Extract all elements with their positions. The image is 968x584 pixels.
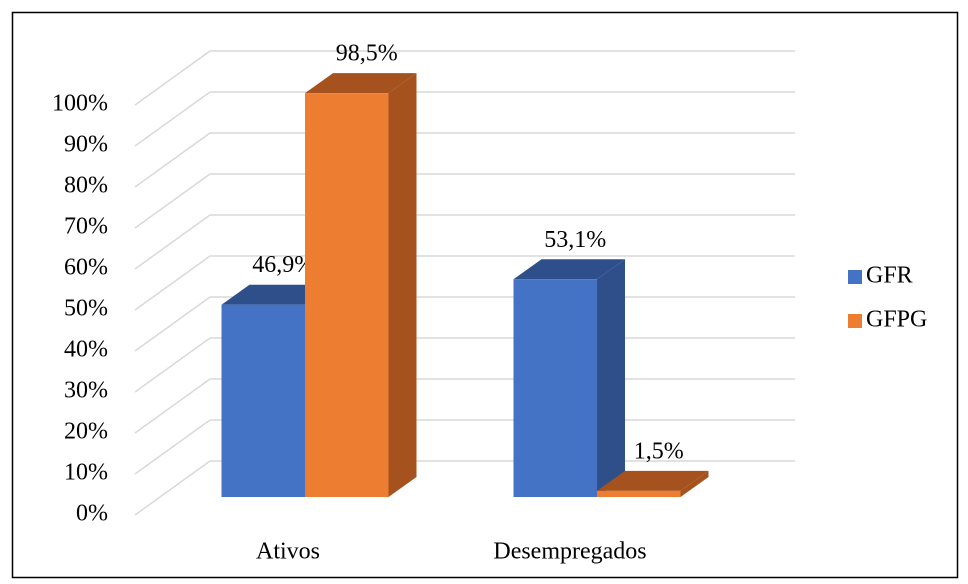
y-tick-label: 100% <box>52 91 108 117</box>
bar-side <box>680 470 709 497</box>
y-tick-label: 90% <box>64 132 108 158</box>
grid-line <box>134 378 211 434</box>
y-tick-label: 0% <box>76 501 108 527</box>
grid-line <box>134 91 211 147</box>
bar <box>221 304 305 497</box>
legend-swatch <box>848 270 862 284</box>
y-tick-label: 40% <box>64 337 108 363</box>
x-tick-label: Ativos <box>256 539 320 565</box>
data-label: 53,1% <box>544 227 606 253</box>
grid-line <box>134 173 211 229</box>
y-tick-label: 20% <box>64 419 108 445</box>
y-tick-label: 60% <box>64 255 108 281</box>
bar-top <box>597 470 709 491</box>
legend-swatch <box>848 314 862 328</box>
grid-line <box>134 460 211 516</box>
bar <box>513 279 597 497</box>
grid-line <box>134 419 211 475</box>
grid-line <box>134 255 211 311</box>
bar <box>305 93 389 498</box>
bar <box>597 490 681 497</box>
bar-top <box>305 73 417 94</box>
x-tick-label: Desempregados <box>493 539 646 565</box>
bar-side <box>388 73 417 498</box>
chart-border <box>11 11 959 579</box>
grid-line <box>134 214 211 270</box>
grid-line <box>134 132 211 188</box>
y-tick-label: 70% <box>64 214 108 240</box>
y-tick-label: 30% <box>64 378 108 404</box>
legend-label: GFR <box>866 263 913 289</box>
grid-line <box>134 337 211 393</box>
data-label: 1,5% <box>634 438 684 464</box>
data-label: 46,9% <box>252 252 314 278</box>
y-tick-label: 10% <box>64 460 108 486</box>
data-label: 98,5% <box>336 41 398 67</box>
legend-label: GFPG <box>866 307 927 333</box>
grid-line <box>134 50 211 106</box>
bar-top <box>513 259 625 280</box>
grid-line <box>134 296 211 352</box>
y-tick-label: 50% <box>64 296 108 322</box>
y-tick-label: 80% <box>64 173 108 199</box>
bar-side <box>597 259 625 497</box>
